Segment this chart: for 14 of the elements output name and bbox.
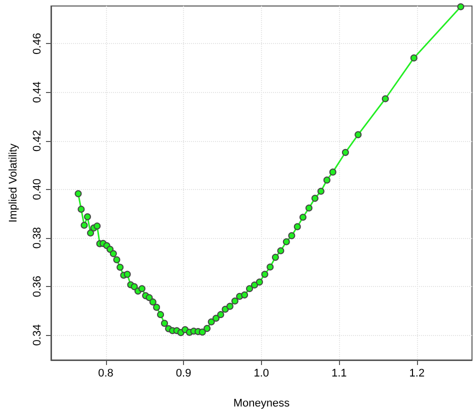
y-tick-label: 0.44 (32, 81, 44, 103)
y-tick-label: 0.42 (32, 130, 44, 152)
y-tick-label: 0.34 (32, 324, 44, 346)
x-tick-label: 0.8 (98, 368, 114, 380)
y-tick-label: 0.36 (32, 276, 44, 298)
y-tick-label: 0.46 (32, 32, 44, 54)
x-tick-label: 1.1 (331, 368, 347, 380)
x-tick-label: 1.0 (254, 368, 269, 380)
y-axis-title: Implied Volatility (8, 143, 20, 222)
y-tick-label: 0.38 (32, 227, 44, 249)
y-tick-label: 0.40 (32, 178, 44, 200)
x-tick-label: 0.9 (176, 368, 192, 380)
x-tick-label: 1.2 (409, 368, 425, 380)
x-axis-title: Moneyness (233, 398, 290, 410)
